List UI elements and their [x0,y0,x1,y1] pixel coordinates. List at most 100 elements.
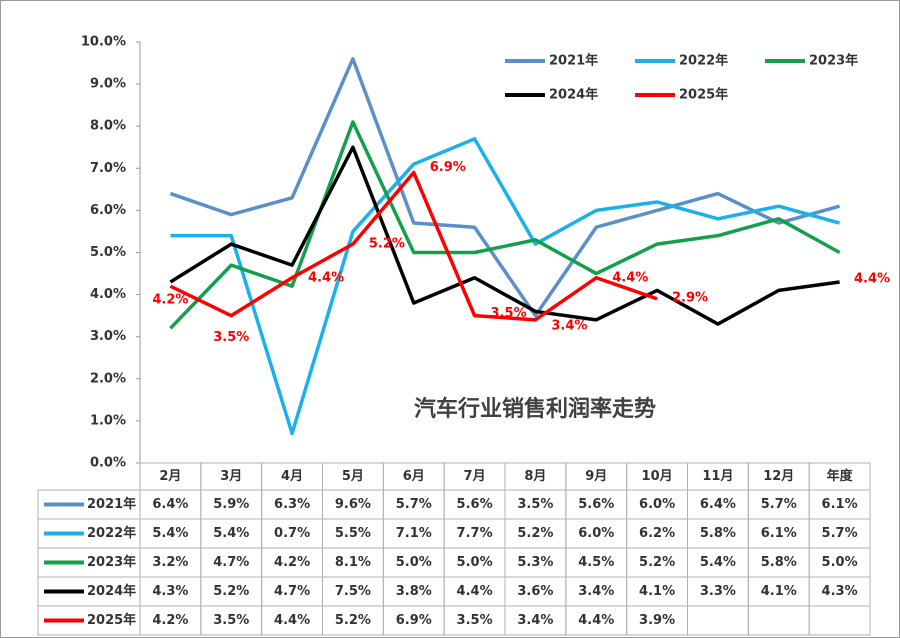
legend-label: 2021年 [549,53,598,69]
x-tick-label: 12月 [763,469,794,484]
y-tick-label: 0.0% [90,456,126,471]
table-value: 5.9% [213,497,249,512]
table-value: 4.7% [213,555,249,570]
table-value: 4.1% [761,584,797,599]
series-line [169,170,658,322]
table-value: 5.2% [213,584,249,599]
table-value: 6.4% [700,497,736,512]
table-value: 5.2% [335,613,371,628]
x-tick-label: 10月 [642,469,673,484]
data-label: 3.5% [491,306,527,321]
table-row-label: 2021年 [87,496,136,512]
table-value: 4.2% [274,555,310,570]
y-tick-label: 6.0% [90,203,126,218]
table-value: 0.7% [274,526,310,541]
x-tick-label: 年度 [827,468,854,484]
x-tick-label: 7月 [464,469,486,484]
table-value: 5.2% [517,526,553,541]
table-value: 4.4% [578,613,614,628]
series-line [169,57,841,318]
table-value: 3.5% [213,613,249,628]
table-value: 3.5% [457,613,493,628]
y-tick-label: 9.0% [90,77,126,92]
y-tick-label: 8.0% [90,119,126,134]
table-row-label: 2025年 [87,612,136,628]
table-value: 5.0% [457,555,493,570]
data-label: 3.4% [551,318,587,333]
annotation: 4.4% [854,272,890,287]
table-value: 5.6% [578,497,614,512]
table-value: 6.1% [822,497,858,512]
table-value: 3.8% [396,584,432,599]
x-tick-label: 8月 [524,469,546,484]
x-tick-label: 6月 [403,469,425,484]
table-value: 6.4% [152,497,188,512]
table-value: 6.1% [761,526,797,541]
table-value: 9.6% [335,497,371,512]
table-value: 5.7% [822,526,858,541]
table-row-label: 2023年 [87,554,136,570]
chart-title: 汽车行业销售利润率走势 [414,396,656,422]
table-value: 4.3% [152,584,188,599]
table-value: 4.3% [822,584,858,599]
table-value: 5.8% [700,526,736,541]
legend-label: 2023年 [809,53,858,69]
table-value: 4.4% [457,584,493,599]
table-value: 6.2% [639,526,675,541]
table-value: 3.3% [700,584,736,599]
table-value: 6.3% [274,497,310,512]
x-tick-label: 11月 [702,469,733,484]
table-row-label: 2022年 [87,525,136,541]
table-value: 5.2% [639,555,675,570]
y-tick-label: 5.0% [90,245,126,260]
legend-label: 2022年 [679,53,728,69]
table-value: 5.6% [457,497,493,512]
table-value: 5.0% [396,555,432,570]
table-value: 7.7% [457,526,493,541]
table-value: 5.3% [517,555,553,570]
table-value: 4.4% [274,613,310,628]
series-line [170,137,841,436]
x-tick-label: 9月 [585,469,607,484]
data-label: 4.2% [152,293,188,308]
table-value: 3.4% [578,584,614,599]
table-value: 3.4% [517,613,553,628]
table-value: 5.5% [335,526,371,541]
y-tick-label: 7.0% [90,161,126,176]
table-value: 7.5% [335,584,371,599]
x-tick-label: 2月 [159,469,181,484]
table-cell [808,605,871,636]
table-value: 5.7% [396,497,432,512]
y-tick-label: 4.0% [90,287,126,302]
annotation: 2.9% [672,291,708,306]
table-value: 4.5% [578,555,614,570]
x-tick-label: 3月 [220,469,242,484]
table-value: 6.0% [578,526,614,541]
y-tick-label: 3.0% [90,329,126,344]
y-tick-label: 1.0% [90,413,126,428]
table-value: 6.9% [396,613,432,628]
table-value: 4.7% [274,584,310,599]
table-value: 6.0% [639,497,675,512]
table-value: 7.1% [396,526,432,541]
table-row-label: 2024年 [87,583,136,599]
x-tick-label: 4月 [281,469,303,484]
series-line [169,145,840,326]
table-value: 4.2% [152,613,188,628]
table-value: 3.2% [152,555,188,570]
table-value: 3.5% [517,497,553,512]
data-label: 5.2% [369,237,405,252]
table-value: 5.7% [761,497,797,512]
data-label: 3.5% [213,330,249,345]
table-value: 3.6% [517,584,553,599]
table-value: 5.8% [761,555,797,570]
legend-label: 2024年 [549,87,598,103]
data-label: 6.9% [430,160,466,175]
table-value: 5.4% [152,526,188,541]
table-value: 5.0% [822,555,858,570]
data-label: 4.4% [612,270,648,285]
legend-label: 2025年 [679,87,728,103]
table-value: 4.1% [639,584,675,599]
